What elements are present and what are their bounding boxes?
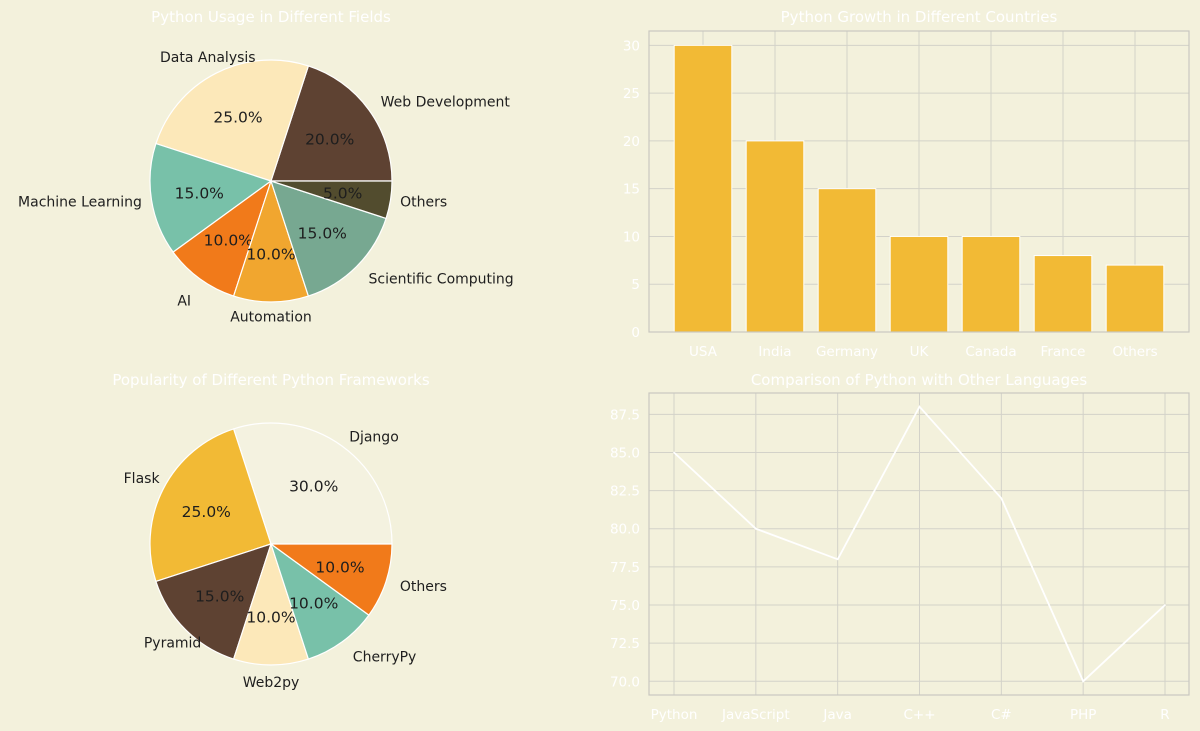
x-tick-label: India: [758, 344, 791, 360]
y-tick-label: 80.0: [610, 522, 640, 538]
data-point: [1164, 604, 1166, 606]
slice-label: Automation: [230, 310, 312, 326]
y-tick-label: 15: [623, 182, 640, 198]
x-tick-label: Germany: [816, 344, 878, 360]
pie-slice: [149, 428, 272, 583]
slice-percent-label: 10.0%: [315, 558, 364, 576]
x-tick-label: C++: [903, 707, 935, 723]
plot-frame: [648, 30, 1190, 333]
bar: [673, 44, 733, 333]
pie-slice: [155, 543, 272, 660]
y-tick-label: 10: [623, 229, 640, 245]
pie-slice: [269, 542, 370, 660]
slice-label: Others: [400, 194, 447, 210]
data-point: [673, 451, 675, 454]
slice-percent-label: 30.0%: [289, 477, 338, 495]
y-tick-label: 87.5: [610, 407, 640, 423]
pie-slice: [149, 142, 273, 253]
x-tick-label: USA: [689, 344, 718, 360]
slice-percent-label: 20.0%: [305, 130, 354, 148]
slice-percent-label: 10.0%: [204, 232, 253, 250]
slice-percent-label: 10.0%: [246, 246, 295, 264]
pie-slice: [232, 422, 393, 545]
data-point: [1000, 497, 1003, 500]
slice-percent-label: 15.0%: [175, 184, 224, 202]
slice-label: Pyramid: [144, 635, 201, 651]
pie-chart-2: Popularity of Different Python Framework…: [112, 371, 447, 691]
x-tick-label: R: [1160, 707, 1169, 723]
slice-label: Others: [400, 579, 447, 595]
x-tick-label: UK: [910, 344, 930, 360]
data-point: [755, 527, 757, 530]
pie-slice: [270, 180, 387, 297]
x-tick-label: France: [1041, 344, 1086, 360]
slice-percent-label: 10.0%: [289, 595, 338, 613]
bar: [1033, 255, 1093, 333]
y-tick-label: 25: [623, 86, 640, 102]
pie-slice: [269, 543, 393, 616]
slice-label: AI: [177, 293, 191, 309]
pie-slice: [232, 542, 310, 666]
x-tick-label: Others: [1112, 344, 1157, 360]
y-tick-label: 70.0: [610, 674, 640, 690]
chart-title: Comparison of Python with Other Language…: [751, 371, 1088, 389]
y-tick-label: 0: [631, 325, 640, 341]
chart-title: Popularity of Different Python Framework…: [112, 371, 429, 389]
slice-percent-label: 25.0%: [182, 503, 231, 521]
slice-percent-label: 15.0%: [195, 587, 244, 605]
slice-label: Data Analysis: [160, 50, 256, 66]
bar: [745, 140, 805, 333]
bar: [817, 188, 877, 333]
slice-percent-label: 25.0%: [213, 108, 262, 126]
pie-slice: [155, 59, 310, 182]
y-tick-label: 82.5: [610, 484, 640, 500]
y-tick-label: 20: [623, 134, 640, 150]
pie-slice: [270, 65, 393, 182]
slice-label: Web2py: [243, 675, 300, 691]
y-tick-label: 85.0: [610, 445, 640, 461]
y-tick-label: 5: [631, 277, 640, 293]
data-point: [836, 558, 839, 561]
pie-slice: [270, 180, 393, 220]
x-tick-label: Python: [651, 707, 698, 723]
x-tick-label: Canada: [965, 344, 1016, 360]
pie-chart-0: Python Usage in Different Fields Web Deve…: [18, 8, 514, 326]
slice-label: Web Development: [381, 94, 511, 110]
line-chart: Comparison of Python with Other Language…: [610, 371, 1190, 723]
slice-label: Django: [349, 429, 399, 445]
y-tick-label: 77.5: [610, 560, 640, 576]
x-tick-label: PHP: [1070, 707, 1096, 723]
data-point: [1082, 680, 1084, 683]
bar: [889, 235, 949, 333]
slice-percent-label: 10.0%: [246, 609, 295, 627]
y-tick-label: 72.5: [610, 636, 640, 652]
pie-slice: [172, 179, 273, 297]
slice-label: Flask: [124, 471, 161, 487]
bar: [961, 235, 1021, 333]
chart-title: Python Growth in Different Countries: [781, 8, 1058, 26]
chart-title: Python Usage in Different Fields: [151, 8, 391, 26]
slice-label: CherryPy: [353, 650, 417, 666]
slice-percent-label: 15.0%: [298, 224, 347, 242]
y-tick-label: 30: [623, 38, 640, 54]
y-tick-label: 75.0: [610, 598, 640, 614]
bar-chart: Python Growth in Different Countries 0 5 10…: [623, 8, 1190, 360]
x-tick-label: Java: [822, 707, 852, 723]
x-tick-label: JavaScript: [721, 707, 790, 723]
pie-slice: [232, 179, 310, 303]
bar: [1105, 264, 1165, 333]
slice-percent-label: 5.0%: [323, 184, 362, 202]
x-tick-label: C#: [991, 707, 1012, 723]
data-point: [918, 405, 921, 408]
slice-label: Scientific Computing: [369, 272, 514, 288]
slice-label: Machine Learning: [18, 194, 142, 210]
plot-frame: [648, 392, 1190, 696]
